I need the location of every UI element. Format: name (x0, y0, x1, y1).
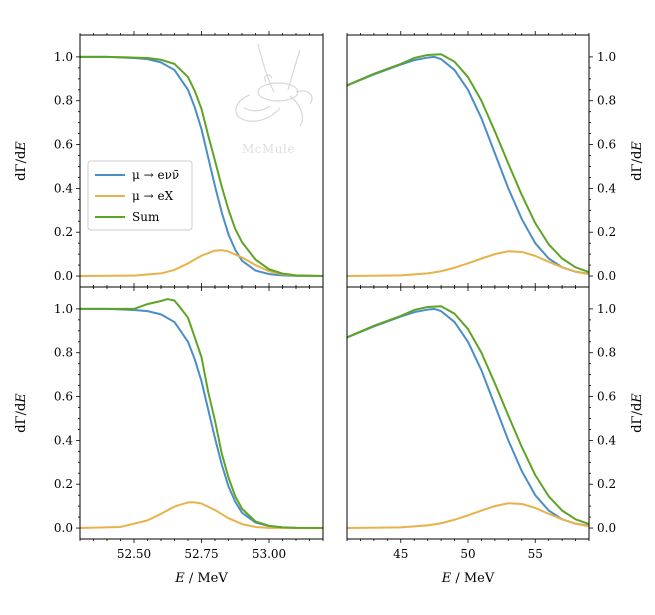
legend-frame (87, 160, 193, 231)
y-tick-label: 0.4 (597, 181, 616, 195)
y-axis-label: dΓ/dE (630, 393, 645, 433)
watermark-text: McMule (242, 142, 295, 156)
series-line-Sum (347, 53, 589, 274)
series-line-Sum (80, 298, 323, 530)
legend-label-sum: Sum (132, 210, 160, 224)
x-tick-label: 53.00 (252, 547, 286, 561)
series-line-μ→eX (347, 250, 589, 278)
y-tick-label: 0.4 (54, 181, 73, 195)
x-tick-label: 50 (460, 547, 475, 561)
series-line-μ→eX (80, 249, 323, 278)
legend-label-alp-decay: μ → eX (132, 189, 174, 203)
y-tick-label: 0.2 (54, 477, 73, 491)
y-tick-label: 0.0 (54, 521, 73, 535)
y-tick-label: 0.0 (597, 269, 616, 283)
x-tick-label: 55 (528, 547, 543, 561)
chart-panel-top-left: 0.0 0.2 0.4 0.6 0.8 1.0 dΓ/dE (14, 31, 324, 291)
y-tick-label: 0.8 (597, 94, 616, 108)
y-tick-label: 0.4 (54, 433, 73, 447)
y-tick-label: 0.6 (597, 390, 616, 404)
y-tick-label: 0.0 (597, 521, 616, 535)
series-line-Sum (347, 305, 589, 526)
y-tick-label: 0.0 (54, 269, 73, 283)
mcmule-logo-icon (235, 43, 313, 127)
plot-frame (79, 286, 324, 540)
y-tick-label: 0.4 (597, 433, 616, 447)
x-axis-label: E / MeV (174, 571, 228, 586)
chart-panel-bottom-right: 0.0 0.2 0.4 0.6 0.8 1.0 dΓ/dE 45 50 55 E / MeV (346, 283, 645, 586)
legend-label-muon-decay: μ → eνν̄ (132, 168, 179, 182)
y-tick-label: 1.0 (54, 50, 73, 64)
series-line-μ→eνν̄ (347, 55, 589, 275)
series-line-μ→eX (80, 501, 323, 530)
y-tick-label: 0.6 (54, 138, 73, 152)
y-tick-label: 0.8 (54, 94, 73, 108)
chart-panel-bottom-left: 0.0 0.2 0.4 0.6 0.8 1.0 dΓ/dE 52.50 52.75 53.00 E … (14, 283, 324, 586)
y-tick-label: 1.0 (54, 302, 73, 316)
y-axis-label: dΓ/dE (14, 141, 29, 181)
y-axis-label: dΓ/dE (630, 141, 645, 181)
legend: μ → eνν̄ μ → eX Sum (87, 160, 193, 231)
y-tick-label: 0.2 (597, 477, 616, 491)
mcmule-watermark: McMule (235, 43, 313, 156)
series-line-μ→eνν̄ (80, 55, 323, 278)
series-line-μ→eνν̄ (347, 307, 589, 527)
x-tick-label: 45 (393, 547, 408, 561)
x-tick-label: 52.75 (184, 547, 218, 561)
series-line-Sum (80, 55, 323, 278)
x-tick-label: 52.50 (117, 547, 151, 561)
series-line-μ→eX (347, 502, 589, 530)
y-tick-label: 1.0 (597, 302, 616, 316)
y-tick-label: 0.2 (597, 225, 616, 239)
y-tick-label: 0.6 (54, 390, 73, 404)
y-tick-label: 0.8 (54, 346, 73, 360)
y-tick-label: 0.8 (597, 346, 616, 360)
y-axis-label: dΓ/dE (14, 393, 29, 433)
y-tick-label: 0.2 (54, 225, 73, 239)
chart-panel-top-right: 0.0 0.2 0.4 0.6 0.8 1.0 dΓ/dE (346, 31, 645, 291)
x-axis-label: E / MeV (441, 571, 495, 586)
panels-group: 0.0 0.2 0.4 0.6 0.8 1.0 dΓ/dE 0.0 0.2 0.4 0.6 0.8 1.… (14, 31, 645, 586)
y-tick-label: 1.0 (597, 50, 616, 64)
y-tick-label: 0.6 (597, 138, 616, 152)
series-line-μ→eνν̄ (80, 307, 323, 530)
